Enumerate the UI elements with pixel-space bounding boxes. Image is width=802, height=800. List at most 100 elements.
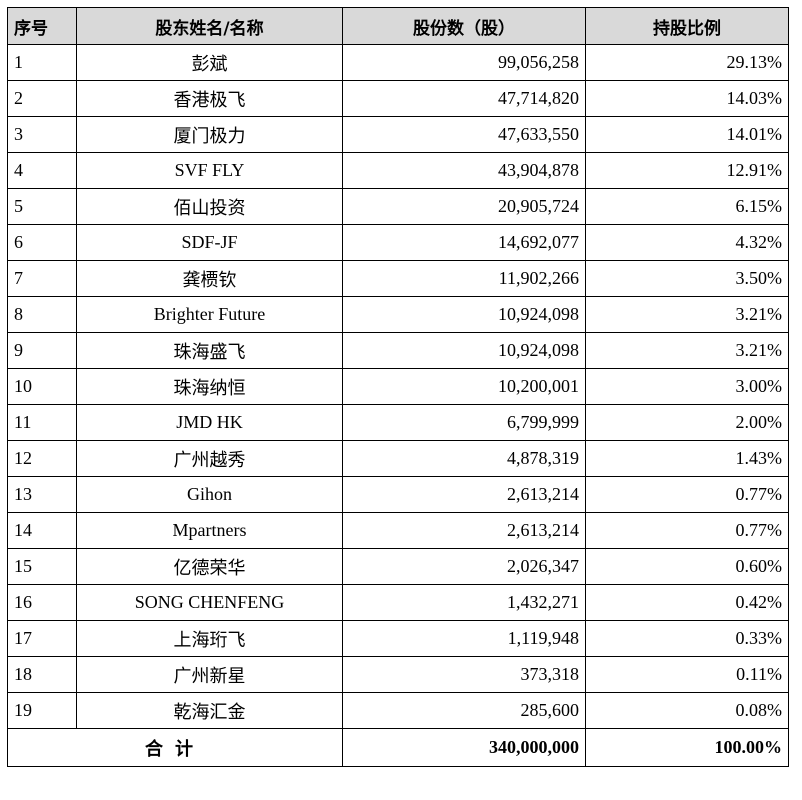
header-name: 股东姓名/名称 [76, 7, 343, 45]
shareholder-name: 龚槚钦 [76, 260, 343, 297]
shareholder-name: 广州越秀 [76, 440, 343, 477]
holding-percent: 3.21% [585, 332, 789, 369]
share-count: 11,902,266 [342, 260, 586, 297]
row-index: 3 [7, 116, 77, 153]
table-row: 15 亿德荣华 2,026,347 0.60% [7, 548, 789, 585]
share-count: 285,600 [342, 692, 586, 729]
table-row: 12 广州越秀 4,878,319 1.43% [7, 440, 789, 477]
shareholder-name: 厦门极力 [76, 116, 343, 153]
table-row: 19 乾海汇金 285,600 0.08% [7, 692, 789, 729]
shareholder-name: 广州新星 [76, 656, 343, 693]
table-footer: 合计 340,000,000 100.00% [7, 728, 789, 767]
table-row: 14 Mpartners 2,613,214 0.77% [7, 512, 789, 549]
row-index: 16 [7, 584, 77, 621]
row-index: 7 [7, 260, 77, 297]
row-index: 6 [7, 224, 77, 261]
share-count: 10,200,001 [342, 368, 586, 405]
table-row: 2 香港极飞 47,714,820 14.03% [7, 80, 789, 117]
shareholder-table: 序号 股东姓名/名称 股份数（股） 持股比例 1 彭斌 99,056,258 29.1… [7, 7, 789, 767]
share-count: 2,613,214 [342, 512, 586, 549]
holding-percent: 3.50% [585, 260, 789, 297]
share-count: 2,026,347 [342, 548, 586, 585]
table-row: 10 珠海纳恒 10,200,001 3.00% [7, 368, 789, 405]
share-count: 2,613,214 [342, 476, 586, 513]
share-count: 373,318 [342, 656, 586, 693]
shareholder-name: 珠海纳恒 [76, 368, 343, 405]
table-row: 6 SDF-JF 14,692,077 4.32% [7, 224, 789, 261]
shareholder-name: Mpartners [76, 512, 343, 549]
share-count: 10,924,098 [342, 332, 586, 369]
share-count: 20,905,724 [342, 188, 586, 225]
share-count: 99,056,258 [342, 44, 586, 81]
row-index: 8 [7, 296, 77, 333]
header-shares: 股份数（股） [342, 7, 586, 45]
share-count: 47,714,820 [342, 80, 586, 117]
row-index: 10 [7, 368, 77, 405]
share-count: 1,119,948 [342, 620, 586, 657]
table-row: 4 SVF FLY 43,904,878 12.91% [7, 152, 789, 189]
row-index: 13 [7, 476, 77, 513]
shareholder-name: Gihon [76, 476, 343, 513]
shareholder-name: 上海珩飞 [76, 620, 343, 657]
row-index: 12 [7, 440, 77, 477]
table-row: 8 Brighter Future 10,924,098 3.21% [7, 296, 789, 333]
shareholder-name: 亿德荣华 [76, 548, 343, 585]
holding-percent: 1.43% [585, 440, 789, 477]
row-index: 9 [7, 332, 77, 369]
shareholder-name: 乾海汇金 [76, 692, 343, 729]
holding-percent: 14.01% [585, 116, 789, 153]
table-header: 序号 股东姓名/名称 股份数（股） 持股比例 [7, 7, 789, 45]
row-index: 1 [7, 44, 77, 81]
shareholder-name: Brighter Future [76, 296, 343, 333]
holding-percent: 14.03% [585, 80, 789, 117]
row-index: 14 [7, 512, 77, 549]
holding-percent: 0.60% [585, 548, 789, 585]
table-row: 13 Gihon 2,613,214 0.77% [7, 476, 789, 513]
table-row: 9 珠海盛飞 10,924,098 3.21% [7, 332, 789, 369]
table-row: 1 彭斌 99,056,258 29.13% [7, 44, 789, 81]
shareholder-name: 彭斌 [76, 44, 343, 81]
total-percent: 100.00% [585, 728, 789, 767]
table-row: 17 上海珩飞 1,119,948 0.33% [7, 620, 789, 657]
shareholder-name: JMD HK [76, 404, 343, 441]
row-index: 4 [7, 152, 77, 189]
table-row: 11 JMD HK 6,799,999 2.00% [7, 404, 789, 441]
share-count: 14,692,077 [342, 224, 586, 261]
row-index: 17 [7, 620, 77, 657]
row-index: 11 [7, 404, 77, 441]
total-row: 合计 340,000,000 100.00% [7, 728, 789, 767]
table-row: 5 佰山投资 20,905,724 6.15% [7, 188, 789, 225]
header-row: 序号 股东姓名/名称 股份数（股） 持股比例 [7, 7, 789, 45]
holding-percent: 0.42% [585, 584, 789, 621]
share-count: 6,799,999 [342, 404, 586, 441]
holding-percent: 0.77% [585, 476, 789, 513]
holding-percent: 0.11% [585, 656, 789, 693]
table-row: 18 广州新星 373,318 0.11% [7, 656, 789, 693]
table-body: 1 彭斌 99,056,258 29.13% 2 香港极飞 47,714,820 14.03%… [7, 44, 789, 729]
holding-percent: 29.13% [585, 44, 789, 81]
share-count: 4,878,319 [342, 440, 586, 477]
holding-percent: 3.21% [585, 296, 789, 333]
share-count: 1,432,271 [342, 584, 586, 621]
holding-percent: 0.33% [585, 620, 789, 657]
row-index: 15 [7, 548, 77, 585]
row-index: 19 [7, 692, 77, 729]
holding-percent: 12.91% [585, 152, 789, 189]
shareholder-name: 佰山投资 [76, 188, 343, 225]
holding-percent: 3.00% [585, 368, 789, 405]
holding-percent: 6.15% [585, 188, 789, 225]
holding-percent: 2.00% [585, 404, 789, 441]
share-count: 43,904,878 [342, 152, 586, 189]
row-index: 2 [7, 80, 77, 117]
row-index: 5 [7, 188, 77, 225]
holding-percent: 4.32% [585, 224, 789, 261]
holding-percent: 0.08% [585, 692, 789, 729]
table-row: 3 厦门极力 47,633,550 14.01% [7, 116, 789, 153]
table-row: 16 SONG CHENFENG 1,432,271 0.42% [7, 584, 789, 621]
row-index: 18 [7, 656, 77, 693]
shareholder-name: 香港极飞 [76, 80, 343, 117]
shareholder-name: SVF FLY [76, 152, 343, 189]
holding-percent: 0.77% [585, 512, 789, 549]
shareholder-name: SONG CHENFENG [76, 584, 343, 621]
